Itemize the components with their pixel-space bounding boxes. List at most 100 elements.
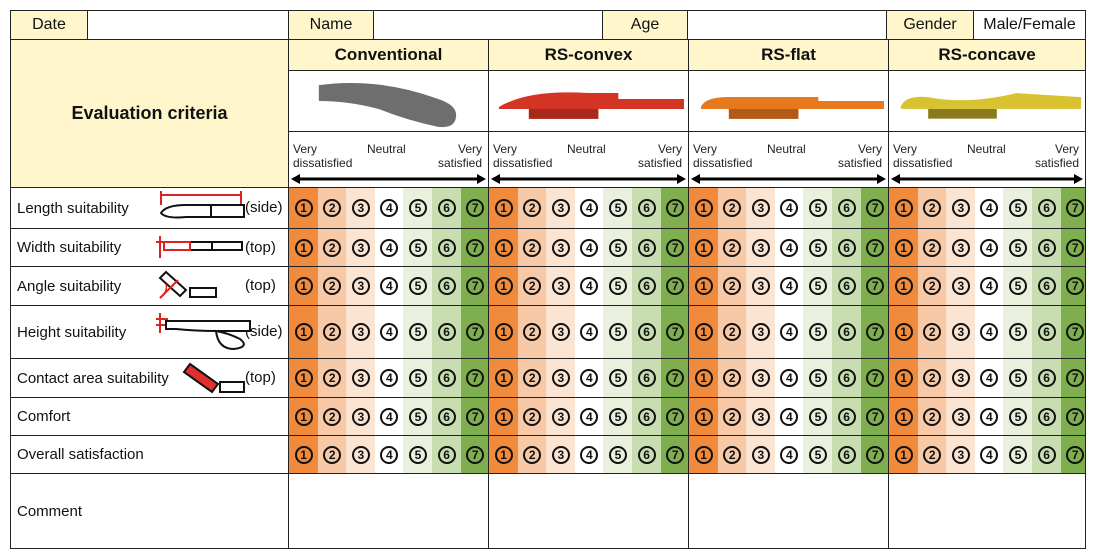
rating-option[interactable]: 7 (461, 436, 489, 473)
rating-option[interactable]: 2 (318, 359, 347, 397)
rating-option[interactable]: 6 (432, 306, 461, 358)
rating-option[interactable]: 3 (946, 359, 975, 397)
rating-option[interactable]: 4 (775, 359, 804, 397)
gender-options[interactable]: Male/Female (973, 10, 1086, 40)
rating-option[interactable]: 1 (489, 188, 518, 228)
rating-option[interactable]: 6 (832, 306, 861, 358)
rating-option[interactable]: 5 (803, 398, 832, 435)
rating-option[interactable]: 7 (461, 359, 489, 397)
rating-option[interactable]: 1 (889, 267, 918, 305)
rating-option[interactable]: 2 (918, 229, 947, 266)
rating-option[interactable]: 7 (461, 229, 489, 266)
rating-option[interactable]: 1 (289, 229, 318, 266)
rating-option[interactable]: 3 (346, 436, 375, 473)
rating-option[interactable]: 3 (746, 267, 775, 305)
rating-option[interactable]: 6 (1032, 306, 1061, 358)
rating-option[interactable]: 5 (403, 267, 432, 305)
rating-option[interactable]: 6 (832, 398, 861, 435)
rating-option[interactable]: 6 (432, 229, 461, 266)
rating-option[interactable]: 3 (346, 229, 375, 266)
rating-option[interactable]: 7 (661, 229, 689, 266)
rating-option[interactable]: 5 (403, 436, 432, 473)
rating-option[interactable]: 6 (632, 359, 661, 397)
rating-option[interactable]: 3 (746, 398, 775, 435)
rating-option[interactable]: 5 (403, 306, 432, 358)
rating-option[interactable]: 2 (518, 436, 547, 473)
rating-option[interactable]: 6 (632, 398, 661, 435)
rating-option[interactable]: 3 (946, 398, 975, 435)
rating-option[interactable]: 4 (775, 436, 804, 473)
rating-option[interactable]: 4 (775, 188, 804, 228)
rating-option[interactable]: 5 (603, 398, 632, 435)
rating-option[interactable]: 7 (1061, 188, 1086, 228)
rating-option[interactable]: 7 (1061, 229, 1086, 266)
rating-option[interactable]: 1 (889, 398, 918, 435)
rating-option[interactable]: 6 (1032, 267, 1061, 305)
rating-option[interactable]: 7 (861, 188, 889, 228)
rating-option[interactable]: 7 (461, 398, 489, 435)
rating-option[interactable]: 6 (432, 359, 461, 397)
rating-option[interactable]: 1 (289, 398, 318, 435)
rating-option[interactable]: 7 (861, 306, 889, 358)
rating-option[interactable]: 7 (861, 398, 889, 435)
rating-option[interactable]: 1 (689, 229, 718, 266)
rating-option[interactable]: 7 (661, 436, 689, 473)
rating-option[interactable]: 2 (518, 306, 547, 358)
rating-option[interactable]: 7 (1061, 267, 1086, 305)
rating-option[interactable]: 3 (746, 188, 775, 228)
rating-option[interactable]: 4 (975, 398, 1004, 435)
rating-option[interactable]: 1 (889, 229, 918, 266)
rating-option[interactable]: 2 (918, 359, 947, 397)
rating-option[interactable]: 6 (432, 398, 461, 435)
rating-option[interactable]: 5 (403, 188, 432, 228)
rating-option[interactable]: 3 (946, 188, 975, 228)
rating-option[interactable]: 4 (375, 436, 404, 473)
rating-option[interactable]: 3 (346, 306, 375, 358)
rating-option[interactable]: 4 (375, 306, 404, 358)
rating-option[interactable]: 5 (603, 359, 632, 397)
rating-option[interactable]: 4 (975, 188, 1004, 228)
rating-option[interactable]: 4 (775, 398, 804, 435)
rating-option[interactable]: 5 (1003, 359, 1032, 397)
rating-option[interactable]: 6 (1032, 398, 1061, 435)
rating-option[interactable]: 4 (975, 267, 1004, 305)
rating-option[interactable]: 6 (832, 188, 861, 228)
rating-option[interactable]: 7 (861, 267, 889, 305)
rating-option[interactable]: 1 (689, 188, 718, 228)
rating-option[interactable]: 5 (803, 306, 832, 358)
rating-option[interactable]: 1 (489, 306, 518, 358)
rating-option[interactable]: 4 (975, 229, 1004, 266)
rating-option[interactable]: 1 (689, 436, 718, 473)
rating-option[interactable]: 5 (603, 267, 632, 305)
rating-option[interactable]: 6 (1032, 436, 1061, 473)
rating-option[interactable]: 3 (546, 398, 575, 435)
rating-option[interactable]: 5 (403, 229, 432, 266)
rating-option[interactable]: 7 (661, 398, 689, 435)
rating-option[interactable]: 1 (489, 359, 518, 397)
rating-option[interactable]: 4 (975, 306, 1004, 358)
rating-option[interactable]: 6 (632, 267, 661, 305)
rating-option[interactable]: 3 (546, 436, 575, 473)
rating-option[interactable]: 2 (318, 436, 347, 473)
rating-option[interactable]: 2 (318, 188, 347, 228)
rating-option[interactable]: 7 (661, 267, 689, 305)
comment-field-rs-concave[interactable] (888, 473, 1086, 549)
rating-option[interactable]: 2 (518, 229, 547, 266)
rating-option[interactable]: 2 (918, 188, 947, 228)
rating-option[interactable]: 1 (689, 359, 718, 397)
rating-option[interactable]: 6 (632, 306, 661, 358)
rating-option[interactable]: 6 (832, 436, 861, 473)
rating-option[interactable]: 2 (718, 267, 747, 305)
rating-option[interactable]: 2 (918, 306, 947, 358)
rating-option[interactable]: 4 (375, 267, 404, 305)
rating-option[interactable]: 4 (975, 436, 1004, 473)
rating-option[interactable]: 6 (432, 267, 461, 305)
rating-option[interactable]: 2 (318, 267, 347, 305)
rating-option[interactable]: 1 (889, 306, 918, 358)
rating-option[interactable]: 1 (889, 436, 918, 473)
rating-option[interactable]: 5 (1003, 267, 1032, 305)
rating-option[interactable]: 4 (575, 229, 604, 266)
rating-option[interactable]: 7 (861, 359, 889, 397)
rating-option[interactable]: 2 (918, 267, 947, 305)
rating-option[interactable]: 4 (775, 229, 804, 266)
